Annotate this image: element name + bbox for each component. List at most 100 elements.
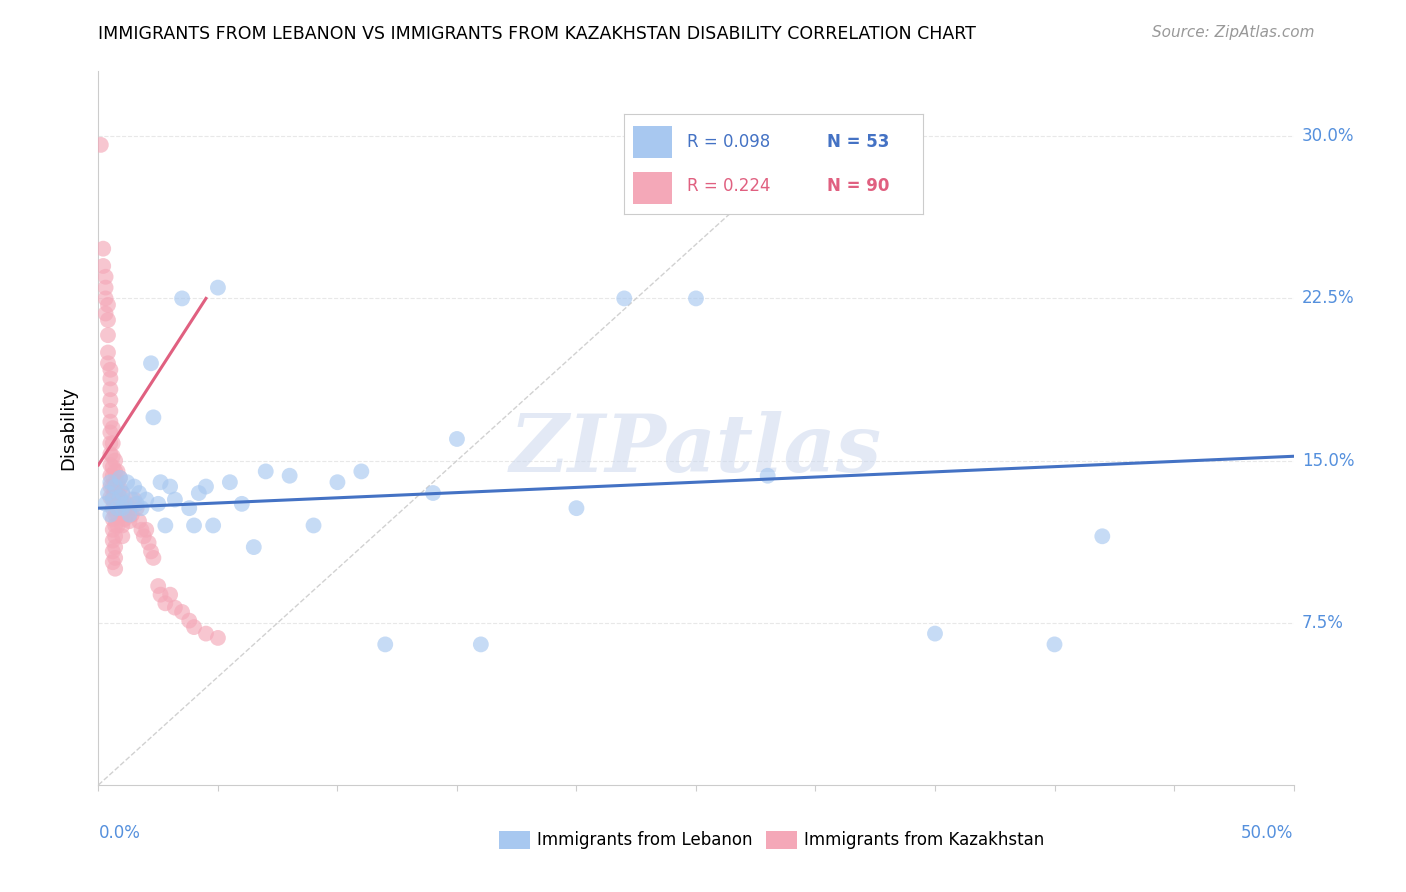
Point <box>97 298 120 312</box>
Point <box>104 508 127 522</box>
Point <box>101 512 124 526</box>
Point <box>121 492 143 507</box>
Point <box>101 460 124 475</box>
Point <box>98 415 122 429</box>
Point <box>115 497 138 511</box>
Point <box>98 382 122 396</box>
Point <box>128 486 150 500</box>
Text: Immigrants from Lebanon: Immigrants from Lebanon <box>537 831 752 849</box>
Point <box>111 486 134 500</box>
Point <box>1091 529 1114 543</box>
Point <box>104 562 127 576</box>
Point <box>104 464 127 478</box>
Point <box>613 292 636 306</box>
Text: 7.5%: 7.5% <box>1302 614 1344 632</box>
Point <box>107 486 129 500</box>
Point <box>111 497 134 511</box>
Point <box>101 555 124 569</box>
Point <box>142 410 165 425</box>
Point <box>1043 637 1066 651</box>
Point <box>149 475 172 490</box>
Point <box>98 468 122 483</box>
Point <box>115 475 138 490</box>
Text: ZIPatlas: ZIPatlas <box>510 411 882 488</box>
Point <box>179 614 201 628</box>
Point <box>155 596 177 610</box>
Y-axis label: Disability: Disability <box>59 386 77 470</box>
Point <box>108 491 131 505</box>
Point <box>685 292 707 306</box>
Point <box>470 637 492 651</box>
Point <box>135 492 157 507</box>
Point <box>756 468 779 483</box>
Point <box>94 307 117 321</box>
Point <box>101 468 124 483</box>
Point <box>254 464 277 478</box>
Point <box>108 503 131 517</box>
Point <box>104 550 127 565</box>
Point <box>101 436 124 450</box>
Point <box>101 533 124 548</box>
Point <box>104 475 127 490</box>
Point <box>111 501 134 516</box>
Point <box>98 404 122 418</box>
Text: 50.0%: 50.0% <box>1241 824 1294 842</box>
Point <box>118 508 141 522</box>
Point <box>111 486 134 500</box>
Point <box>97 356 120 370</box>
Point <box>101 544 124 558</box>
Point <box>924 626 946 640</box>
Point <box>374 637 396 651</box>
Point <box>98 371 122 385</box>
Point <box>107 475 129 490</box>
Point <box>118 501 141 516</box>
Point <box>194 479 217 493</box>
Point <box>107 464 129 478</box>
Point <box>172 292 194 306</box>
Point <box>114 497 136 511</box>
Point <box>101 479 124 493</box>
Point <box>98 447 122 461</box>
Point <box>125 501 148 516</box>
Point <box>108 471 131 485</box>
Point <box>94 280 117 294</box>
Point <box>98 458 122 472</box>
Point <box>139 544 162 558</box>
Point <box>139 356 162 370</box>
Point <box>104 453 127 467</box>
Point <box>101 450 124 464</box>
Point <box>446 432 468 446</box>
Point <box>107 518 129 533</box>
Point <box>107 501 129 516</box>
Point <box>114 512 136 526</box>
Point <box>202 518 225 533</box>
Point <box>148 497 170 511</box>
Point <box>104 518 127 533</box>
Point <box>121 508 143 522</box>
Point <box>101 492 124 507</box>
Text: Immigrants from Kazakhstan: Immigrants from Kazakhstan <box>804 831 1045 849</box>
Point <box>243 540 266 554</box>
Point <box>101 523 124 537</box>
Point <box>128 514 150 528</box>
Point <box>149 588 172 602</box>
Point <box>91 259 114 273</box>
Point <box>148 579 170 593</box>
Point <box>183 620 205 634</box>
Point <box>101 491 124 505</box>
Point <box>91 242 114 256</box>
Point <box>163 600 186 615</box>
Point <box>326 475 349 490</box>
Point <box>138 535 160 549</box>
Point <box>98 436 122 450</box>
Point <box>98 392 122 407</box>
Point <box>350 464 373 478</box>
Point <box>131 523 153 537</box>
Point <box>98 475 122 490</box>
Point <box>187 486 209 500</box>
Point <box>104 479 127 493</box>
Point <box>101 501 124 516</box>
Point <box>108 471 131 485</box>
Point <box>155 518 177 533</box>
Point <box>183 518 205 533</box>
